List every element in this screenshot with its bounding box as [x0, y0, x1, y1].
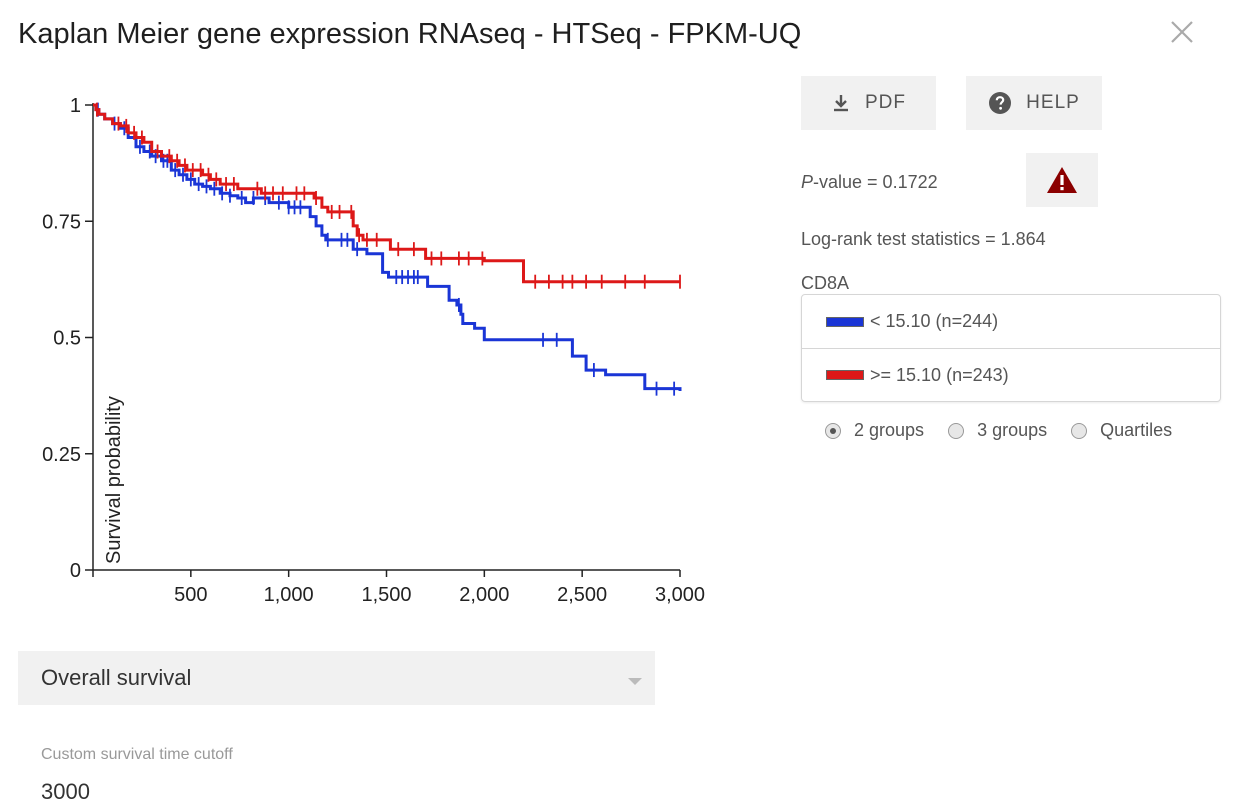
x-tick-label: 500: [174, 584, 207, 606]
chart-series: [93, 102, 682, 396]
cutoff-label: Custom survival time cutoff: [41, 746, 233, 763]
warning-button[interactable]: [1026, 153, 1098, 207]
radio-quartiles[interactable]: Quartiles: [1071, 420, 1172, 441]
radio-3-groups[interactable]: 3 groups: [948, 420, 1047, 441]
p-value-italic: P: [801, 172, 814, 192]
km-chart: 0 0.25 0.5 0.75 1 500 1,000 1,500 2,000 2,500 3,00…: [42, 95, 705, 606]
pdf-button[interactable]: PDF: [801, 76, 936, 130]
x-tick-label: 1,000: [264, 584, 314, 606]
legend-swatch-low: [826, 316, 864, 327]
radio-dot-quartiles: [1071, 422, 1088, 439]
y-axis-label: Survival probability: [103, 396, 125, 564]
x-tick-label: 1,500: [361, 584, 411, 606]
legend-item-low[interactable]: < 15.10 (n=244): [802, 295, 1220, 348]
radio-dot-2-groups: [825, 422, 841, 439]
y-tick-label: 0: [70, 560, 81, 582]
series-line-1: [93, 103, 680, 284]
chart-axes: [92, 103, 680, 571]
help-button-label: HELP: [1026, 92, 1080, 113]
p-value: P-value = 0.1722: [801, 172, 938, 193]
radio-label-quartiles: Quartiles: [1100, 420, 1173, 440]
x-tick-label: 2,500: [557, 584, 607, 606]
survival-type-value: Overall survival: [41, 665, 192, 690]
survival-type-select[interactable]: Overall survival: [18, 651, 655, 705]
radio-label-2-groups: 2 groups: [854, 420, 925, 440]
legend-item-high[interactable]: >= 15.10 (n=243): [802, 348, 1220, 401]
radio-2-groups[interactable]: 2 groups: [825, 420, 924, 441]
y-tick-label: 0.75: [42, 211, 81, 233]
help-circle-icon: [989, 92, 1012, 114]
page-title: Kaplan Meier gene expression RNAseq - HT…: [18, 18, 802, 50]
legend-label-low: < 15.10 (n=244): [870, 311, 999, 331]
help-button[interactable]: HELP: [966, 76, 1102, 130]
close-button[interactable]: [1166, 16, 1198, 48]
radio-dot-3-groups: [948, 422, 965, 439]
legend: < 15.10 (n=244) >= 15.10 (n=243): [801, 294, 1221, 402]
x-tick-label: 3,000: [655, 584, 705, 606]
radio-label-3-groups: 3 groups: [977, 420, 1048, 440]
pdf-button-label: PDF: [865, 92, 906, 113]
legend-label-high: >= 15.10 (n=243): [870, 364, 1009, 385]
series-line-0: [93, 103, 682, 391]
p-value-text: -value = 0.1722: [813, 172, 938, 192]
download-icon: [834, 95, 848, 112]
legend-swatch-high: [826, 370, 864, 380]
chevron-down-icon: [628, 678, 642, 685]
y-tick-label: 0.25: [42, 444, 81, 466]
close-icon: [1171, 21, 1193, 43]
y-tick-label: 1: [70, 95, 81, 117]
chart-ticks: 0 0.25 0.5 0.75 1 500 1,000 1,500 2,000 2,500 3,00…: [42, 95, 705, 606]
grouping-radios: 2 groups 3 groups Quartiles: [825, 420, 1196, 441]
x-tick-label: 2,000: [459, 584, 509, 606]
gene-name: CD8A: [801, 273, 850, 293]
y-tick-label: 0.5: [53, 328, 81, 350]
cutoff-input[interactable]: [41, 778, 541, 806]
logrank-stat: Log-rank test statistics = 1.864: [801, 229, 1046, 249]
warning-triangle-icon: [1047, 167, 1077, 193]
